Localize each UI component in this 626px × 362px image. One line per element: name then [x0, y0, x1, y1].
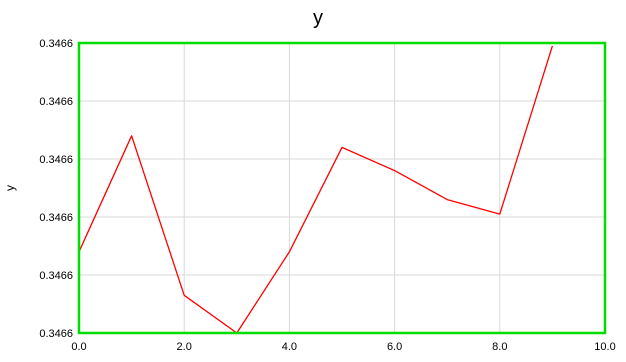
y-tick-label: 0.3466 [39, 154, 73, 166]
x-tick-label: 10.0 [594, 341, 615, 353]
x-tick-label: 8.0 [492, 341, 507, 353]
series-line [78, 45, 554, 334]
series-layer [78, 45, 554, 334]
x-tick-label: 2.0 [177, 341, 192, 353]
x-tick-label: 0.0 [71, 341, 86, 353]
y-axis-label: y [3, 185, 17, 191]
x-tick-label: 6.0 [387, 341, 402, 353]
plot-frame [77, 41, 607, 335]
grid-lines [79, 43, 605, 333]
y-tick-label: 0.3466 [39, 212, 73, 224]
y-tick-label: 0.3466 [39, 328, 73, 340]
x-tick-labels: 0.0 2.0 4.0 6.0 8.0 10.0 [71, 341, 615, 353]
y-tick-label: 0.3466 [39, 270, 73, 282]
y-tick-label: 0.3466 [39, 38, 73, 50]
y-tick-labels: 0.3466 0.3466 0.3466 0.3466 0.3466 0.3466 [39, 38, 73, 340]
y-tick-label: 0.3466 [39, 96, 73, 108]
chart-title: y [313, 7, 323, 29]
x-tick-label: 4.0 [282, 341, 297, 353]
